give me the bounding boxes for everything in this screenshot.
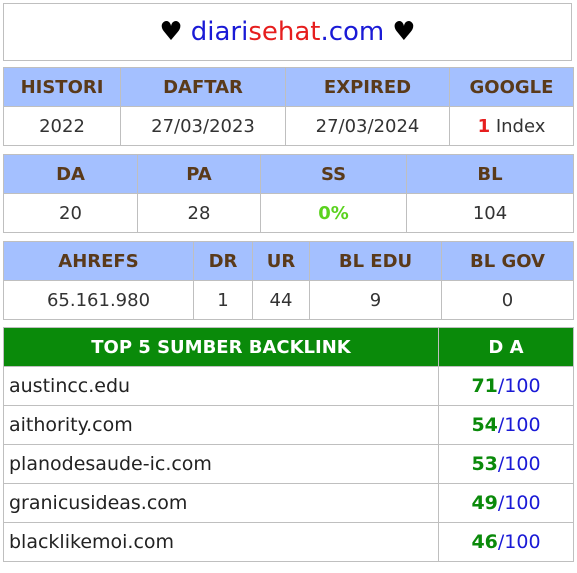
- backlink-da-max: /100: [497, 531, 541, 553]
- backlink-da-value: 49: [471, 492, 498, 514]
- backlink-da-max: /100: [497, 492, 541, 514]
- backlink-source-table: TOP 5 SUMBER BACKLINK D A austincc.edu 7…: [3, 327, 574, 562]
- site-title-banner: ♥ diarisehat.com ♥: [3, 3, 572, 61]
- header-bl-gov: BL GOV: [441, 241, 574, 281]
- header-ahrefs: AHREFS: [3, 241, 194, 281]
- backlink-site: granicusideas.com: [3, 483, 439, 523]
- authority-table: DA PA SS BL 20 28 0% 104: [3, 154, 574, 233]
- value-bl: 104: [406, 193, 574, 233]
- value-google: 1 Index: [449, 106, 574, 146]
- header-backlink-source: TOP 5 SUMBER BACKLINK: [3, 327, 439, 367]
- table-row: aithority.com 54/100: [3, 405, 574, 445]
- backlink-da-value: 53: [471, 453, 498, 475]
- header-histori: HISTORI: [3, 67, 121, 107]
- backlink-da-max: /100: [497, 414, 541, 436]
- backlink-da: 49/100: [438, 483, 574, 523]
- google-index-count: 1: [477, 115, 491, 137]
- domain-name: diarisehat.com: [191, 17, 385, 47]
- table-row: blacklikemoi.com 46/100: [3, 522, 574, 562]
- value-da: 20: [3, 193, 138, 233]
- value-ahrefs: 65.161.980: [3, 280, 194, 320]
- backlink-site: aithority.com: [3, 405, 439, 445]
- header-daftar: DAFTAR: [120, 67, 286, 107]
- backlink-da: 71/100: [438, 366, 574, 406]
- header-bl: BL: [406, 154, 574, 194]
- header-dr: DR: [193, 241, 253, 281]
- ahrefs-table: AHREFS DR UR BL EDU BL GOV 65.161.980 1 …: [3, 241, 574, 320]
- header-backlink-da: D A: [438, 327, 574, 367]
- value-expired: 27/03/2024: [285, 106, 450, 146]
- header-pa: PA: [137, 154, 261, 194]
- value-bl-gov: 0: [441, 280, 574, 320]
- value-pa: 28: [137, 193, 261, 233]
- table-row: granicusideas.com 49/100: [3, 483, 574, 523]
- google-index-label: Index: [495, 115, 546, 137]
- value-dr: 1: [193, 280, 253, 320]
- backlink-site: austincc.edu: [3, 366, 439, 406]
- table-row: austincc.edu 71/100: [3, 366, 574, 406]
- domain-part-1: diari: [190, 17, 249, 47]
- domain-part-2: sehat: [248, 17, 321, 47]
- heart-left-icon: ♥: [159, 17, 183, 47]
- backlink-da-value: 54: [471, 414, 498, 436]
- backlink-da: 53/100: [438, 444, 574, 484]
- backlink-da-value: 71: [471, 375, 498, 397]
- backlink-site: blacklikemoi.com: [3, 522, 439, 562]
- backlink-da-max: /100: [497, 453, 541, 475]
- header-ss: SS: [260, 154, 407, 194]
- backlink-da-max: /100: [497, 375, 541, 397]
- backlink-da: 54/100: [438, 405, 574, 445]
- value-daftar: 27/03/2023: [120, 106, 286, 146]
- table-row: planodesaude-ic.com 53/100: [3, 444, 574, 484]
- header-bl-edu: BL EDU: [309, 241, 442, 281]
- backlink-site: planodesaude-ic.com: [3, 444, 439, 484]
- value-ss: 0%: [260, 193, 407, 233]
- header-expired: EXPIRED: [285, 67, 450, 107]
- header-google: GOOGLE: [449, 67, 574, 107]
- value-histori: 2022: [3, 106, 121, 146]
- domain-part-3: .com: [320, 17, 385, 47]
- header-ur: UR: [252, 241, 310, 281]
- value-ur: 44: [252, 280, 310, 320]
- domain-history-table: HISTORI DAFTAR EXPIRED GOOGLE 2022 27/03…: [3, 67, 574, 146]
- backlink-da-value: 46: [471, 531, 498, 553]
- value-bl-edu: 9: [309, 280, 442, 320]
- backlink-da: 46/100: [438, 522, 574, 562]
- header-da: DA: [3, 154, 138, 194]
- heart-right-icon: ♥: [392, 17, 416, 47]
